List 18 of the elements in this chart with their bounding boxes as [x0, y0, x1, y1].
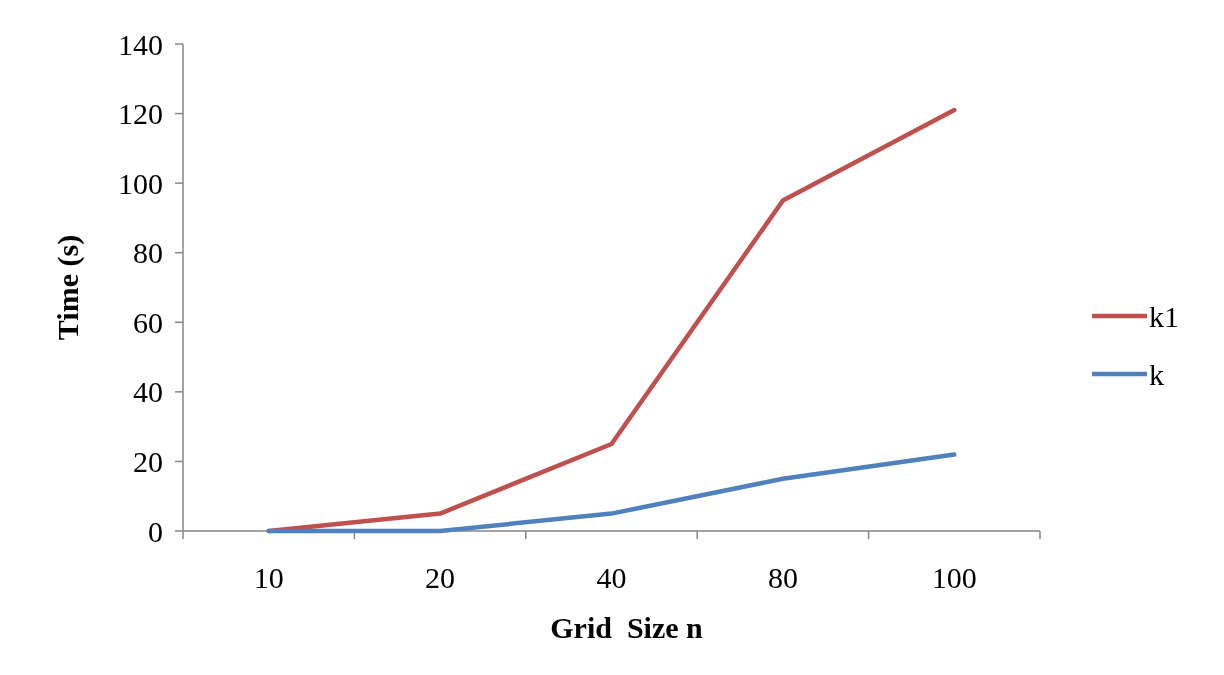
x-tick-label: 40	[596, 561, 627, 594]
y-tick-label: 60	[133, 305, 163, 339]
y-tick-label: 80	[133, 236, 163, 270]
y-tick-label: 20	[133, 444, 163, 478]
line-series	[266, 452, 957, 534]
y-tick-label: 40	[133, 375, 163, 409]
x-tick-label: 20	[425, 561, 456, 594]
x-tick-label: 100	[931, 561, 977, 594]
y-tick-label: 140	[118, 27, 163, 61]
legend-label: k1	[1149, 299, 1179, 333]
y-tick-label: 100	[118, 166, 163, 200]
y-tick-label: 120	[118, 97, 163, 131]
x-axis-title: Grid Size n	[550, 611, 704, 644]
y-tick-label: 0	[148, 514, 163, 548]
y-axis-title: Time (s)	[51, 234, 85, 341]
legend-label: k	[1149, 357, 1164, 391]
x-tick-label: 80	[767, 561, 798, 594]
x-tick-label: 10	[253, 561, 284, 594]
